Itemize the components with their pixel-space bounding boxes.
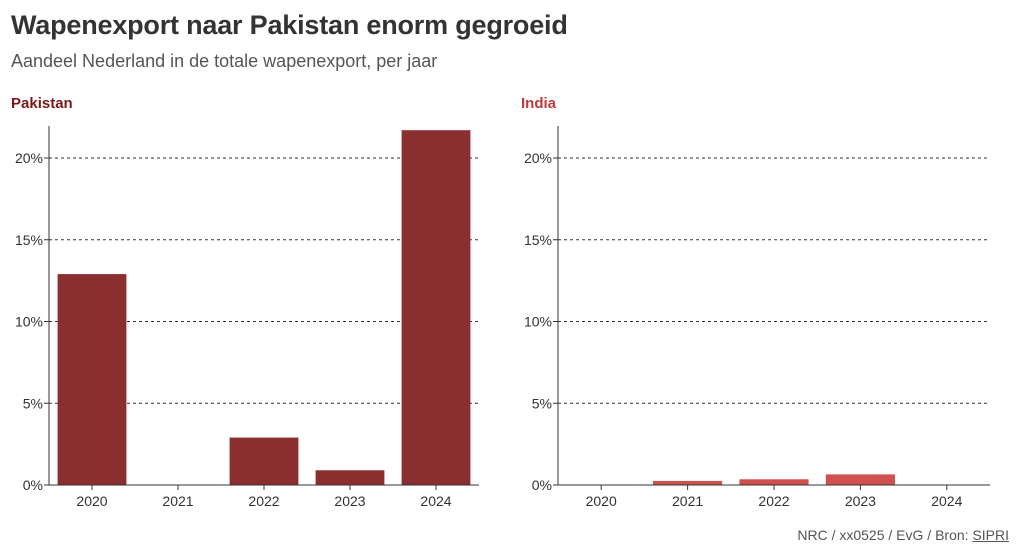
- y-tick-label-india-15: 15%: [524, 232, 552, 248]
- charts-area: Pakistan 0% 5% 10% 15% 20% 2020 2021 2022 2023 202…: [11, 95, 990, 509]
- bar-india-2022: [739, 479, 809, 485]
- y-tick-label-india-0: 0%: [532, 477, 552, 493]
- bar-pakistan-2022: [229, 437, 299, 485]
- x-tick-label-india-2020: 2020: [586, 493, 617, 509]
- y-tick-label-pakistan-15: 15%: [15, 232, 43, 248]
- x-tick-label-pakistan-2022: 2022: [248, 493, 279, 509]
- bar-pakistan-2020: [57, 274, 127, 485]
- x-tick-label-india-2024: 2024: [931, 493, 962, 509]
- bar-pakistan-2023: [315, 470, 385, 485]
- panel-title-india: India: [521, 95, 557, 112]
- y-tick-label-pakistan-20: 20%: [15, 150, 43, 166]
- x-tick-label-pakistan-2024: 2024: [420, 493, 451, 509]
- source-link[interactable]: SIPRI: [972, 527, 1009, 543]
- y-tick-label-india-20: 20%: [524, 150, 552, 166]
- bar-pakistan-2024: [401, 130, 471, 485]
- source-credit: NRC / xx0525 / EvG / Bron: SIPRI: [797, 527, 1009, 543]
- x-tick-label-india-2022: 2022: [758, 493, 789, 509]
- y-tick-label-pakistan-10: 10%: [15, 314, 43, 330]
- chart-subtitle: Aandeel Nederland in de totale wapenexpo…: [11, 51, 438, 71]
- x-tick-label-pakistan-2020: 2020: [76, 493, 107, 509]
- x-tick-label-pakistan-2023: 2023: [334, 493, 365, 509]
- y-tick-label-pakistan-5: 5%: [23, 395, 43, 411]
- x-tick-label-india-2021: 2021: [672, 493, 703, 509]
- bar-india-2023: [825, 474, 895, 485]
- bar-india-2021: [653, 480, 723, 485]
- y-tick-label-pakistan-0: 0%: [23, 477, 43, 493]
- y-tick-label-india-10: 10%: [524, 314, 552, 330]
- chart-title: Wapenexport naar Pakistan enorm gegroeid: [11, 10, 568, 40]
- y-tick-label-india-5: 5%: [532, 395, 552, 411]
- panel-title-pakistan: Pakistan: [11, 95, 73, 112]
- x-tick-label-pakistan-2021: 2021: [162, 493, 193, 509]
- credit-text: NRC / xx0525 / EvG / Bron:: [797, 527, 973, 543]
- x-tick-label-india-2023: 2023: [845, 493, 876, 509]
